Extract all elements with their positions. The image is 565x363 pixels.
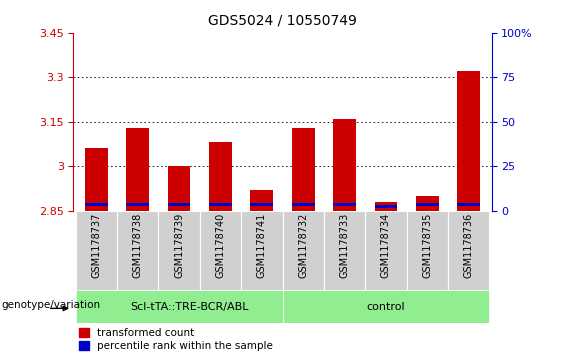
Bar bbox=[282, 290, 489, 323]
Bar bbox=[209, 142, 232, 211]
Bar bbox=[76, 290, 282, 323]
Bar bbox=[117, 211, 158, 290]
Bar bbox=[250, 203, 273, 206]
Bar bbox=[375, 202, 397, 211]
Bar bbox=[168, 166, 190, 211]
Bar bbox=[85, 203, 107, 206]
Bar bbox=[292, 203, 315, 206]
Text: control: control bbox=[367, 302, 405, 312]
Legend: transformed count, percentile rank within the sample: transformed count, percentile rank withi… bbox=[79, 328, 273, 351]
Bar bbox=[324, 211, 366, 290]
Bar bbox=[333, 119, 356, 211]
Text: GSM1178736: GSM1178736 bbox=[464, 213, 474, 278]
Bar bbox=[199, 211, 241, 290]
Bar bbox=[126, 203, 149, 206]
Bar bbox=[250, 190, 273, 211]
Text: GSM1178737: GSM1178737 bbox=[91, 213, 101, 278]
Text: GSM1178738: GSM1178738 bbox=[133, 213, 142, 278]
Text: GSM1178739: GSM1178739 bbox=[174, 213, 184, 278]
Bar bbox=[416, 203, 439, 206]
Bar bbox=[126, 127, 149, 211]
Bar bbox=[85, 148, 107, 211]
Text: Scl-tTA::TRE-BCR/ABL: Scl-tTA::TRE-BCR/ABL bbox=[130, 302, 249, 312]
Text: genotype/variation: genotype/variation bbox=[2, 300, 101, 310]
Bar bbox=[282, 211, 324, 290]
Bar bbox=[458, 71, 480, 211]
Bar bbox=[333, 203, 356, 206]
Bar bbox=[448, 211, 489, 290]
Bar bbox=[241, 211, 282, 290]
Bar bbox=[366, 211, 407, 290]
Title: GDS5024 / 10550749: GDS5024 / 10550749 bbox=[208, 13, 357, 27]
Bar bbox=[168, 203, 190, 206]
Text: GSM1178740: GSM1178740 bbox=[215, 213, 225, 278]
Text: GSM1178733: GSM1178733 bbox=[340, 213, 350, 278]
Bar bbox=[375, 205, 397, 208]
Text: GSM1178735: GSM1178735 bbox=[423, 213, 432, 278]
Text: GSM1178741: GSM1178741 bbox=[257, 213, 267, 278]
Bar bbox=[458, 203, 480, 206]
Text: GSM1178734: GSM1178734 bbox=[381, 213, 391, 278]
Bar bbox=[209, 203, 232, 206]
Bar bbox=[158, 211, 199, 290]
Text: GSM1178732: GSM1178732 bbox=[298, 213, 308, 278]
Bar bbox=[292, 127, 315, 211]
Bar bbox=[76, 211, 117, 290]
Bar bbox=[407, 211, 448, 290]
Bar bbox=[416, 196, 439, 211]
